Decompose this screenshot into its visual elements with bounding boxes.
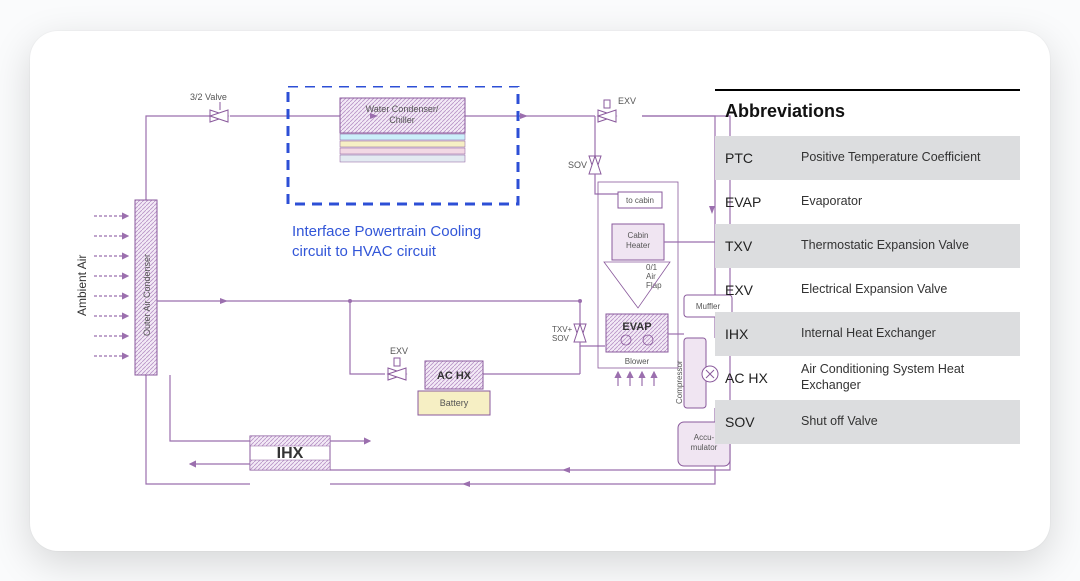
compressor: Compressor <box>675 338 718 408</box>
abbrev-row: SOVShut off Valve <box>715 400 1020 444</box>
ambient-air-label: Ambient Air <box>75 254 89 315</box>
exv-top-valve: EXV <box>598 96 636 122</box>
ihx: IHX <box>250 436 330 470</box>
blower-arrows <box>618 372 654 386</box>
water-condenser: Water Condenser/ Chiller <box>340 98 465 162</box>
exv-left-valve: EXV <box>388 346 408 380</box>
cabin-assembly: to cabin Cabin Heater 0/1 Air Flap EVAP … <box>598 182 678 386</box>
svg-text:Water Condenser/: Water Condenser/ <box>366 104 439 114</box>
svg-text:Battery: Battery <box>440 398 469 408</box>
svg-text:Outer Air Condenser: Outer Air Condenser <box>142 253 152 335</box>
abbrev-title: Abbreviations <box>715 89 1020 136</box>
three-two-valve: 3/2 Valve <box>190 92 228 122</box>
abbrev-row: AC HXAir Conditioning System Heat Exchan… <box>715 356 1020 400</box>
card: 3/2 Valve EXV SOV <box>30 31 1050 551</box>
svg-text:IHX: IHX <box>277 445 304 462</box>
svg-text:EVAP: EVAP <box>622 321 651 333</box>
svg-text:Accu-: Accu- <box>694 433 715 442</box>
abbrev-key: PTC <box>725 150 801 166</box>
svg-text:to cabin: to cabin <box>626 196 654 205</box>
exv-top-label: EXV <box>618 96 636 106</box>
svg-text:Blower: Blower <box>625 357 650 366</box>
svg-text:Heater: Heater <box>626 241 650 250</box>
abbrev-key: IHX <box>725 326 801 342</box>
svg-text:Air: Air <box>646 272 656 281</box>
abbrev-row: EVAPEvaporator <box>715 180 1020 224</box>
abbrev-key: AC HX <box>725 370 801 386</box>
svg-text:Cabin: Cabin <box>628 231 649 240</box>
svg-text:mulator: mulator <box>691 443 718 452</box>
txv-sov-valve: TXV+ SOV <box>552 324 586 343</box>
abbrev-value: Thermostatic Expansion Valve <box>801 238 1010 254</box>
abbrev-row: IHXInternal Heat Exchanger <box>715 312 1020 356</box>
abbrev-row: EXVElectrical Expansion Valve <box>715 268 1020 312</box>
interface-title-line2: circuit to HVAC circuit <box>292 243 437 260</box>
svg-text:TXV+: TXV+ <box>552 325 573 334</box>
abbrev-row: PTCPositive Temperature Coefficient <box>715 136 1020 180</box>
abbrev-row: TXVThermostatic Expansion Valve <box>715 224 1020 268</box>
interface-title-line1: Interface Powertrain Cooling <box>292 223 481 240</box>
abbreviations-panel: Abbreviations PTCPositive Temperature Co… <box>715 89 1020 444</box>
abbrev-key: EVAP <box>725 194 801 210</box>
abbrev-value: Air Conditioning System Heat Exchanger <box>801 362 1010 393</box>
abbrev-value: Internal Heat Exchanger <box>801 326 1010 342</box>
svg-text:Compressor: Compressor <box>675 360 684 404</box>
svg-text:AC HX: AC HX <box>437 370 472 382</box>
abbrev-key: TXV <box>725 238 801 254</box>
three-two-valve-label: 3/2 Valve <box>190 92 227 102</box>
battery: Battery <box>418 391 490 415</box>
outer-air-condenser: Outer Air Condenser <box>135 200 157 375</box>
hvac-diagram: 3/2 Valve EXV SOV <box>70 86 750 516</box>
abbrev-key: SOV <box>725 414 801 430</box>
abbrev-value: Shut off Valve <box>801 414 1010 430</box>
svg-text:Chiller: Chiller <box>389 115 415 125</box>
ac-hx: AC HX <box>425 361 483 389</box>
abbrev-key: EXV <box>725 282 801 298</box>
svg-text:SOV: SOV <box>552 334 570 343</box>
abbrev-value: Electrical Expansion Valve <box>801 282 1010 298</box>
sov-label: SOV <box>568 160 587 170</box>
exv-left-label: EXV <box>390 346 408 356</box>
abbrev-value: Positive Temperature Coefficient <box>801 150 1010 166</box>
svg-text:0/1: 0/1 <box>646 263 658 272</box>
ambient-air-arrows <box>94 216 128 356</box>
abbrev-value: Evaporator <box>801 194 1010 210</box>
